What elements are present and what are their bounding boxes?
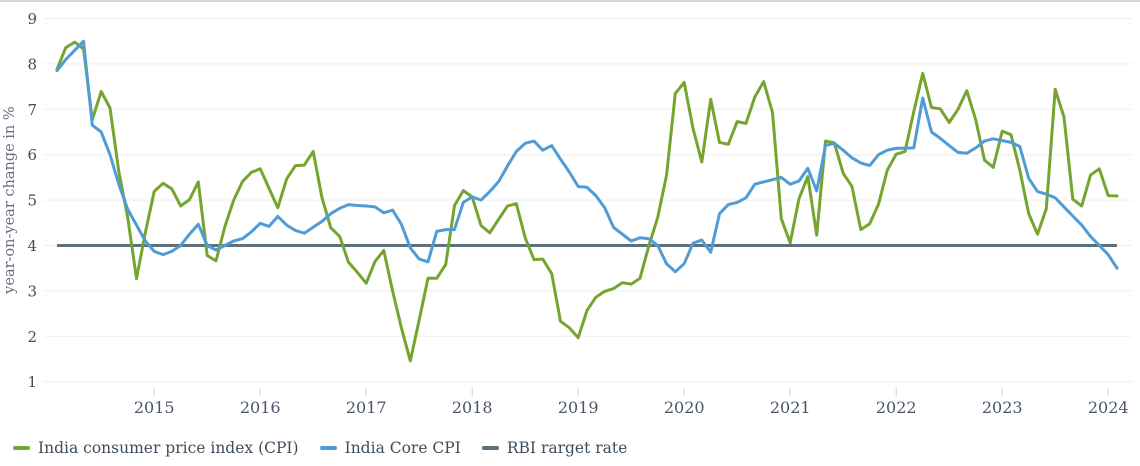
y-tick-label-2: 2 — [27, 328, 37, 346]
x-tick-label-2015: 2015 — [134, 398, 175, 417]
y-tick-label-1: 1 — [27, 373, 37, 391]
x-tick-label-2024: 2024 — [1088, 398, 1129, 417]
x-tick-label-2020: 2020 — [664, 398, 705, 417]
core-cpi-line — [55, 39, 1119, 274]
cpi-line — [55, 40, 1119, 363]
y-tick-label-7: 7 — [27, 101, 37, 119]
cpi-chart: 9 8 7 6 5 4 3 2 1 2015 2016 2017 2018 2019 2020 2021 202… — [0, 2, 1140, 422]
x-tick-label-2021: 2021 — [770, 398, 811, 417]
x-tick-label-2018: 2018 — [452, 398, 493, 417]
chart-canvas: 9 8 7 6 5 4 3 2 1 2015 2016 2017 2018 2019 2020 2021 202… — [2, 10, 1132, 417]
y-tick-label-3: 3 — [27, 282, 37, 300]
legend: India consumer price index (CPI) India C… — [13, 436, 1140, 460]
legend-label-india-cpi: India consumer price index (CPI) — [38, 439, 299, 457]
y-tick-label-6: 6 — [27, 146, 37, 164]
x-tick-label-2022: 2022 — [876, 398, 917, 417]
legend-item-core-cpi[interactable]: India Core CPI — [319, 436, 461, 460]
x-tick-label-2019: 2019 — [558, 398, 599, 417]
legend-label-rbi-target: RBI rarget rate — [506, 439, 628, 457]
legend-label-core-cpi: India Core CPI — [344, 439, 461, 457]
legend-item-india-cpi[interactable]: India consumer price index (CPI) — [13, 436, 299, 460]
rbi-target-swatch — [481, 446, 499, 450]
core-cpi-series-swatch — [319, 446, 337, 450]
y-tick-label-5: 5 — [27, 192, 37, 210]
x-tick-label-2017: 2017 — [346, 398, 387, 417]
y-tick-label-8: 8 — [27, 55, 37, 73]
top-border — [0, 0, 1140, 2]
y-tick-label-9: 9 — [27, 10, 37, 28]
cpi-series-swatch — [13, 446, 30, 450]
y-axis-title: year-on-year change in % — [2, 106, 18, 294]
x-tick-label-2023: 2023 — [982, 398, 1023, 417]
y-tick-label-4: 4 — [27, 237, 37, 255]
legend-item-rbi-target[interactable]: RBI rarget rate — [481, 436, 628, 460]
x-tick-label-2016: 2016 — [240, 398, 281, 417]
